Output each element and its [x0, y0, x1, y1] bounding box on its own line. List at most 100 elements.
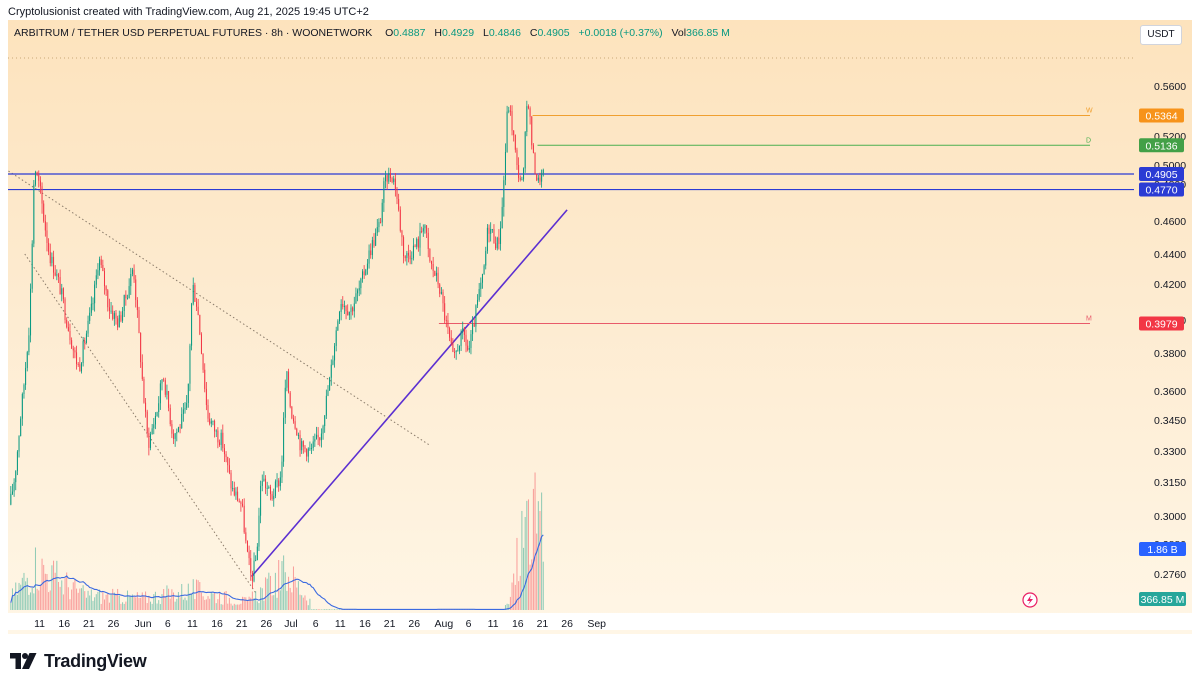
volume-bar [143, 595, 145, 610]
candle [66, 317, 68, 329]
volume-bar [20, 584, 22, 610]
candle-body [325, 395, 327, 416]
candle-body [358, 288, 360, 291]
candle-body [11, 491, 13, 494]
y-tick-label: 0.4400 [1154, 249, 1186, 261]
candle-body [365, 269, 367, 275]
volume-bar [100, 603, 102, 610]
candle-body [432, 263, 434, 271]
candle [360, 277, 362, 295]
candle-body [169, 407, 171, 425]
volume-bar [176, 598, 178, 610]
volume-bar [258, 603, 260, 610]
candle [248, 545, 250, 566]
candle [384, 170, 387, 189]
candle [383, 177, 385, 212]
candle [171, 420, 173, 439]
candle [286, 371, 288, 392]
candle-body [260, 485, 262, 516]
candle [376, 219, 378, 236]
candle [531, 115, 533, 150]
close-value: 0.4905 [537, 27, 570, 39]
candle [357, 288, 359, 302]
candle [15, 470, 17, 491]
tradingview-brand[interactable]: TradingView [10, 650, 147, 672]
volume-bar [25, 581, 27, 610]
candle-body [478, 289, 480, 300]
volume-bar [529, 564, 531, 610]
candle-body [110, 310, 112, 312]
price-tag-label: 0.3979 [1145, 318, 1177, 330]
candle-body [396, 188, 398, 199]
candle-body [41, 186, 43, 204]
candle [368, 244, 370, 269]
x-tick-label: 16 [359, 618, 371, 630]
candle [117, 315, 119, 331]
volume-bar [123, 603, 125, 610]
candle [343, 300, 345, 315]
candle-body [71, 340, 73, 349]
volume-bar [189, 593, 191, 610]
candle [475, 304, 477, 333]
x-tick-label: 26 [261, 618, 273, 630]
candle [542, 168, 544, 177]
candle [501, 197, 503, 229]
volume-bar [153, 594, 155, 610]
candle [381, 198, 383, 227]
candle [61, 283, 63, 302]
candle-body [312, 441, 314, 448]
candle [54, 265, 56, 277]
candle [232, 481, 234, 492]
candle-body [163, 379, 165, 381]
candle [256, 543, 258, 561]
candle [337, 319, 339, 331]
candle-body [294, 421, 296, 429]
candle [245, 527, 247, 544]
candle-body [115, 313, 117, 319]
candle-body [462, 328, 464, 332]
candle-body [380, 221, 382, 223]
volume-bar [166, 585, 168, 610]
candle [452, 338, 454, 353]
candle [18, 435, 20, 458]
volume-bar [99, 589, 101, 610]
x-tick-label: 21 [83, 618, 95, 630]
volume-bar [72, 582, 74, 610]
volume-bar [141, 592, 143, 610]
y-tick-label: 0.4600 [1154, 216, 1186, 228]
candle-body [184, 407, 186, 410]
price-chart[interactable]: WDM0.56000.52000.50000.48000.46000.44000… [8, 20, 1192, 634]
candle-body [222, 432, 224, 449]
volume-bar [92, 600, 94, 610]
candle [135, 275, 137, 308]
candle [62, 287, 64, 304]
volume-bar [49, 590, 51, 610]
volume-bar [284, 572, 286, 610]
candle [10, 486, 12, 506]
candle-body [391, 178, 393, 182]
volume-bar [43, 564, 45, 610]
candle [200, 332, 202, 355]
candle-body [209, 418, 211, 424]
candle [284, 379, 286, 424]
candle [31, 240, 33, 293]
candle-body [31, 243, 33, 289]
volume-bar [256, 601, 258, 610]
candle-body [378, 221, 380, 228]
candle-body [501, 206, 503, 229]
candle-body [89, 312, 91, 321]
currency-button[interactable]: USDT [1140, 25, 1182, 45]
volume-bar [161, 594, 163, 610]
volume-bar [11, 588, 13, 610]
volume-bar [233, 603, 235, 610]
candle-body [324, 415, 326, 427]
candle [500, 221, 502, 251]
volume-bar [518, 581, 520, 610]
candle [151, 423, 153, 435]
candle [141, 354, 143, 381]
chart-frame[interactable]: ARBITRUM / TETHER USD PERPETUAL FUTURES … [8, 20, 1192, 634]
candle-body [95, 275, 97, 285]
candle-body [61, 288, 63, 295]
candle-body [23, 384, 25, 395]
candle-body [361, 271, 364, 279]
